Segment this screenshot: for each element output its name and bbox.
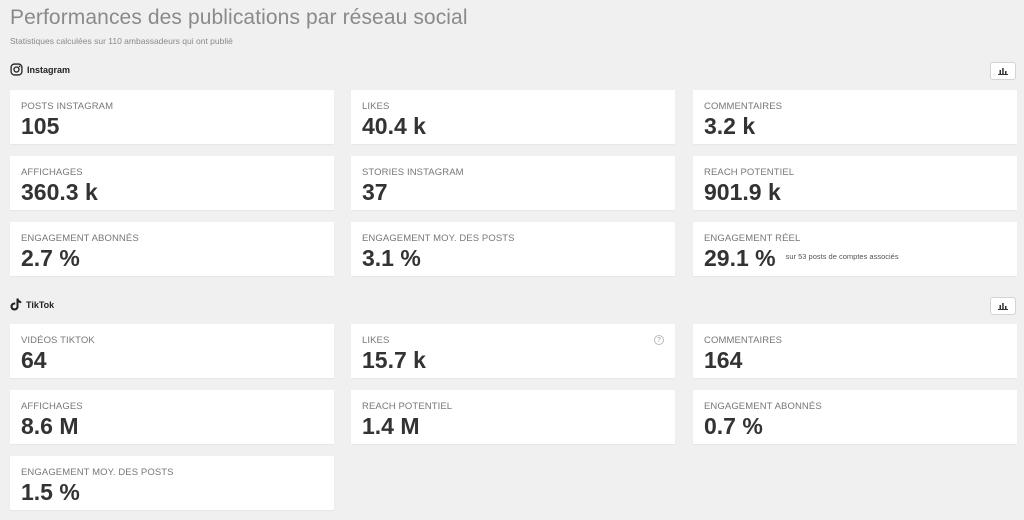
stat-card-tiktok-views: AFFICHAGES 8.6 M <box>10 390 334 444</box>
stat-label: ENGAGEMENT MOY. DES POSTS <box>362 233 515 244</box>
instagram-section-header: Instagram <box>10 63 70 76</box>
stat-value: 360.3 k <box>21 179 98 205</box>
stat-label: AFFICHAGES <box>21 401 83 412</box>
stat-note: sur 53 posts de comptes associés <box>785 251 899 261</box>
stat-value: 40.4 k <box>362 113 426 139</box>
stat-label: POSTS INSTAGRAM <box>21 101 114 112</box>
stat-card-tiktok-reach: REACH POTENTIEL 1.4 M <box>351 390 675 444</box>
tiktok-icon <box>10 298 22 311</box>
stat-card-tiktok-videos: VIDÉOS TIKTOK 64 <box>10 324 334 378</box>
stat-label: ENGAGEMENT MOY. DES POSTS <box>21 467 174 478</box>
tiktok-section-header: TikTok <box>10 298 54 311</box>
stat-value: 3.2 k <box>704 113 756 139</box>
stat-label: VIDÉOS TIKTOK <box>21 335 95 346</box>
stat-value: 15.7 k <box>362 347 426 373</box>
stat-card-tiktok-follower-engagement: ENGAGEMENT ABONNÉS 0.7 % <box>693 390 1017 444</box>
stat-label: ENGAGEMENT ABONNÉS <box>21 233 139 244</box>
stat-label: AFFICHAGES <box>21 167 83 178</box>
stat-label: STORIES INSTAGRAM <box>362 167 464 178</box>
stat-value: 29.1 % sur 53 posts de comptes associés <box>704 246 1006 272</box>
stat-value: 3.1 % <box>362 245 421 271</box>
stat-card-instagram-comments: COMMENTAIRES 3.2 k <box>693 90 1017 144</box>
stat-value: 901.9 k <box>704 179 781 205</box>
instagram-chart-button[interactable] <box>990 62 1016 80</box>
help-icon[interactable]: ? <box>654 335 664 345</box>
instagram-icon <box>10 63 23 76</box>
stat-value: 37 <box>362 179 388 205</box>
stat-card-tiktok-comments: COMMENTAIRES 164 <box>693 324 1017 378</box>
stat-label: LIKES <box>362 101 390 112</box>
stat-label: COMMENTAIRES <box>704 335 783 346</box>
stat-card-instagram-real-engagement: ENGAGEMENT RÉEL 29.1 % sur 53 posts de co… <box>693 222 1017 276</box>
stat-value: 8.6 M <box>21 413 79 439</box>
stat-label: ENGAGEMENT RÉEL <box>704 233 801 244</box>
stat-value: 164 <box>704 347 743 373</box>
stat-card-instagram-follower-engagement: ENGAGEMENT ABONNÉS 2.7 % <box>10 222 334 276</box>
stat-value: 105 <box>21 113 60 139</box>
stat-value-number: 29.1 % <box>704 245 776 271</box>
stat-label: REACH POTENTIEL <box>362 401 453 412</box>
bar-chart-icon <box>998 62 1008 80</box>
stat-card-instagram-reach: REACH POTENTIEL 901.9 k <box>693 156 1017 210</box>
stat-card-instagram-likes: LIKES 40.4 k <box>351 90 675 144</box>
stat-value: 2.7 % <box>21 245 80 271</box>
stat-card-tiktok-avg-post-engagement: ENGAGEMENT MOY. DES POSTS 1.5 % <box>10 456 334 510</box>
stat-label: REACH POTENTIEL <box>704 167 795 178</box>
page-subtitle: Statistiques calculées sur 110 ambassade… <box>10 36 233 46</box>
stat-label: ENGAGEMENT ABONNÉS <box>704 401 822 412</box>
tiktok-section-title: TikTok <box>26 299 55 310</box>
stat-card-instagram-avg-post-engagement: ENGAGEMENT MOY. DES POSTS 3.1 % <box>351 222 675 276</box>
bar-chart-icon <box>998 297 1008 315</box>
stat-card-instagram-stories: STORIES INSTAGRAM 37 <box>351 156 675 210</box>
stat-label: COMMENTAIRES <box>704 101 783 112</box>
stat-card-tiktok-likes: LIKES 15.7 k ? <box>351 324 675 378</box>
stat-value: 64 <box>21 347 47 373</box>
stat-card-instagram-views: AFFICHAGES 360.3 k <box>10 156 334 210</box>
instagram-section-title: Instagram <box>27 64 71 75</box>
stat-value: 1.5 % <box>21 479 80 505</box>
stat-card-instagram-posts: POSTS INSTAGRAM 105 <box>10 90 334 144</box>
stat-label: LIKES <box>362 335 390 346</box>
stat-value: 1.4 M <box>362 413 420 439</box>
stat-value: 0.7 % <box>704 413 763 439</box>
page-title: Performances des publications par réseau… <box>10 6 468 29</box>
tiktok-chart-button[interactable] <box>990 297 1016 315</box>
